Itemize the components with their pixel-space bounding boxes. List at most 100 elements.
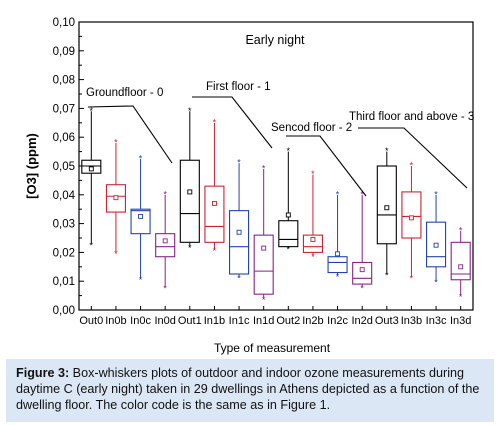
max-marker: * xyxy=(385,146,389,156)
max-marker: * xyxy=(139,153,143,163)
annotation-label: Sencod floor - 2 xyxy=(271,122,352,134)
mean-marker xyxy=(261,245,267,251)
min-marker: * xyxy=(237,273,241,283)
mean-marker xyxy=(211,200,217,206)
box xyxy=(204,185,225,243)
box xyxy=(401,191,422,239)
annotation-label: First floor - 1 xyxy=(206,81,271,93)
x-tick-label: In0d xyxy=(154,315,175,327)
annotation-line xyxy=(286,135,367,197)
chart-title: Early night xyxy=(245,33,305,47)
y-tick-label: 0,00 xyxy=(53,305,75,317)
mean-marker xyxy=(187,189,193,195)
min-marker: * xyxy=(434,278,438,288)
mean-marker xyxy=(458,264,464,270)
min-marker: * xyxy=(114,249,118,259)
mean-marker xyxy=(310,236,316,242)
mean-marker xyxy=(88,166,94,172)
box xyxy=(253,234,274,295)
x-tick-label: In2d xyxy=(351,315,372,327)
y-tick-label: 0,09 xyxy=(53,46,75,58)
box xyxy=(229,210,250,275)
max-marker: * xyxy=(163,189,167,199)
x-tick-label: In1b xyxy=(204,315,225,327)
annotation-label: Third floor and above - 3 xyxy=(349,111,474,123)
min-marker: * xyxy=(287,245,291,255)
y-tick-label: 0,10 xyxy=(53,17,75,29)
box xyxy=(278,220,299,248)
caption-label: Figure 3: xyxy=(16,366,70,380)
max-marker: * xyxy=(114,137,118,147)
max-marker: * xyxy=(459,225,463,235)
min-marker: * xyxy=(213,246,217,256)
box xyxy=(450,241,471,281)
max-marker: * xyxy=(237,158,241,168)
y-tick-label: 0,01 xyxy=(53,276,75,288)
x-tick-label: In3b xyxy=(401,315,422,327)
plot-frame xyxy=(78,21,474,311)
x-tick-label: In1d xyxy=(253,315,274,327)
y-tick-label: 0,02 xyxy=(53,247,75,259)
max-marker: * xyxy=(434,189,438,199)
x-tick-label: In0b xyxy=(105,315,126,327)
x-tick-label: Out0 xyxy=(79,315,103,327)
mean-marker xyxy=(433,242,439,248)
box xyxy=(130,208,151,235)
x-tick-label: In3d xyxy=(450,315,471,327)
max-marker: * xyxy=(188,106,192,116)
x-tick-label: In3c xyxy=(426,315,447,327)
x-tick-label: Out3 xyxy=(375,315,399,327)
mean-marker xyxy=(384,205,390,211)
max-marker: * xyxy=(287,146,291,156)
box xyxy=(155,233,176,258)
min-marker: * xyxy=(459,292,463,302)
min-marker: * xyxy=(311,252,315,262)
max-marker: * xyxy=(410,161,414,171)
x-tick-label: In2c xyxy=(327,315,348,327)
mean-marker xyxy=(408,215,414,221)
max-marker: * xyxy=(311,169,315,179)
x-tick-label: Out1 xyxy=(178,315,202,327)
y-tick-label: 0,04 xyxy=(53,190,76,202)
mean-marker xyxy=(359,267,365,273)
min-marker: * xyxy=(90,240,94,250)
box-plot-chart: 0,00 0,01 0,02 0,03 0,04 0,05 0,06 0,07 0,08 0,09… xyxy=(24,17,474,355)
box xyxy=(302,234,323,253)
caption-text: Box-whiskers plots of outdoor and indoor… xyxy=(16,366,480,412)
box xyxy=(376,165,397,245)
mean-marker xyxy=(162,238,168,244)
min-marker: * xyxy=(336,272,340,282)
mean-marker xyxy=(236,229,242,235)
min-marker: * xyxy=(163,283,167,293)
x-axis-label: Type of measurement xyxy=(214,341,331,355)
y-tick-label: 0,06 xyxy=(53,132,75,144)
y-tick-label: 0,05 xyxy=(53,161,75,173)
max-marker: * xyxy=(90,106,94,116)
x-tick-label: In1c xyxy=(229,315,250,327)
max-marker: * xyxy=(262,163,266,173)
min-marker: * xyxy=(360,283,364,293)
max-marker: * xyxy=(360,189,364,199)
mean-marker xyxy=(335,251,341,257)
min-marker: * xyxy=(410,273,414,283)
min-marker: * xyxy=(139,275,143,285)
mean-marker xyxy=(138,213,144,219)
annotation-line xyxy=(192,96,273,149)
y-tick-label: 0,07 xyxy=(53,103,75,115)
mean-marker xyxy=(113,195,119,201)
min-marker: * xyxy=(385,271,389,281)
x-tick-label: In2b xyxy=(302,315,323,327)
y-axis-label: [O3] (ppm) xyxy=(24,133,39,199)
max-marker: * xyxy=(213,117,217,127)
figure-caption: Figure 3: Box-whiskers plots of outdoor … xyxy=(6,359,494,422)
min-marker: * xyxy=(188,243,192,253)
min-marker: * xyxy=(262,295,266,305)
mean-marker xyxy=(285,212,291,218)
x-tick-label: Out2 xyxy=(276,315,300,327)
y-tick-label: 0,03 xyxy=(53,219,75,231)
box xyxy=(327,256,348,274)
annotation-line xyxy=(87,105,173,164)
annotation-label: Groundfloor - 0 xyxy=(86,87,163,99)
box xyxy=(179,159,200,243)
